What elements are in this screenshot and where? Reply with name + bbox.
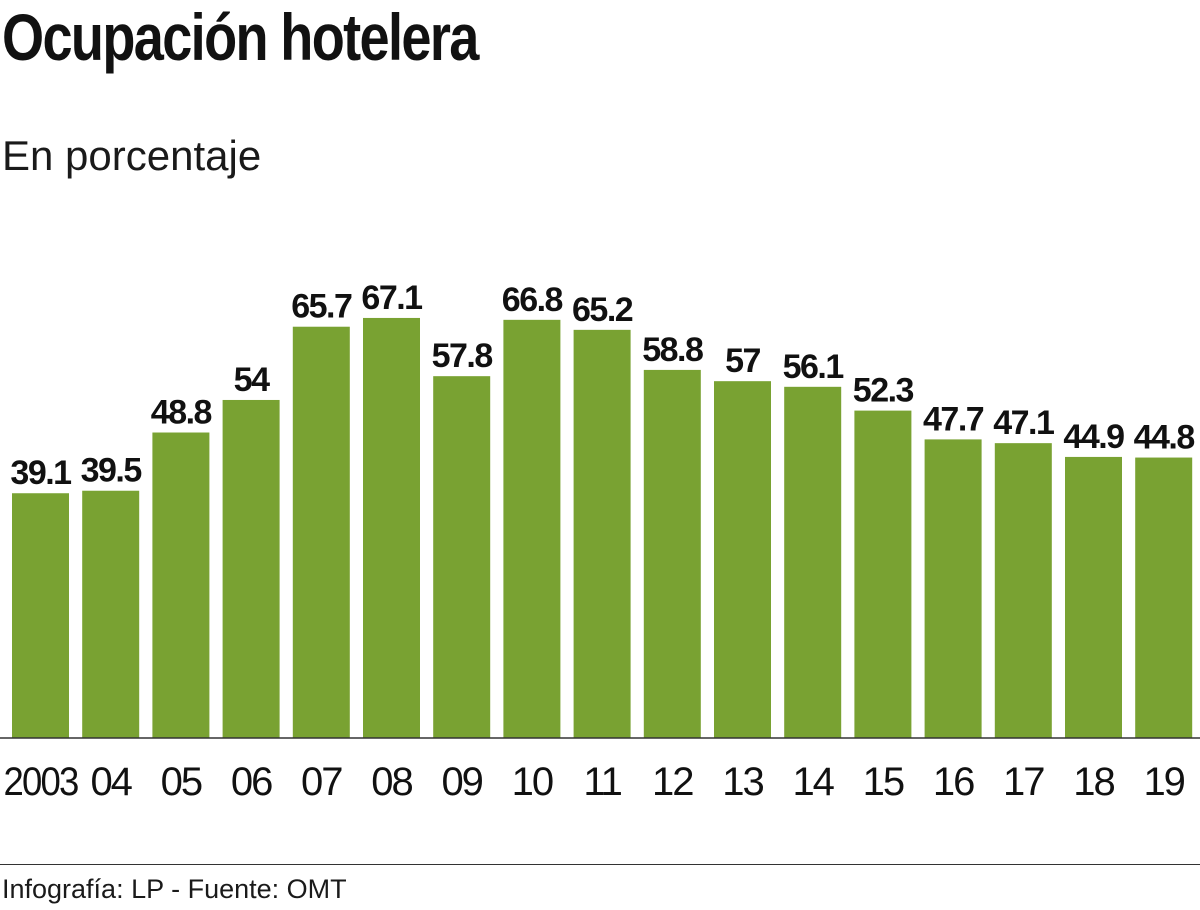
source-note: Infografía: LP - Fuente: OMT [2, 874, 347, 904]
bar-08 [363, 317, 420, 738]
value-label-19: 44.8 [1134, 419, 1195, 457]
chart-subtitle: En porcentaje [2, 132, 262, 179]
value-label-17: 47.1 [993, 404, 1054, 442]
bar-19 [1135, 457, 1193, 738]
tick-label-2003: 2003 [4, 760, 79, 804]
value-label-04: 39.5 [81, 452, 142, 490]
tick-label-08: 08 [371, 760, 412, 804]
value-label-05: 48.8 [151, 394, 212, 432]
tick-label-15: 15 [863, 760, 904, 804]
value-label-08: 67.1 [361, 279, 422, 317]
value-label-18: 44.9 [1063, 418, 1124, 456]
tick-label-06: 06 [231, 760, 272, 804]
bar-10 [503, 319, 561, 738]
value-label-10: 66.8 [502, 281, 563, 319]
tick-label-05: 05 [161, 760, 202, 804]
tick-label-07: 07 [301, 760, 342, 804]
bar-05 [152, 432, 210, 738]
value-label-14: 56.1 [783, 348, 844, 386]
bar-18 [1065, 456, 1122, 738]
tick-label-19: 19 [1143, 760, 1184, 804]
value-label-09: 57.8 [432, 337, 493, 375]
bar-13 [714, 381, 771, 738]
tick-label-18: 18 [1073, 760, 1114, 804]
bar-06 [222, 399, 280, 738]
bar-12 [643, 369, 701, 738]
footer-divider [0, 864, 1200, 865]
tick-label-11: 11 [583, 760, 621, 804]
tick-label-14: 14 [792, 760, 834, 804]
bar-09 [433, 376, 491, 738]
tick-label-09: 09 [441, 760, 482, 804]
bar-15 [854, 410, 912, 738]
value-labels-group: 39.1 39.548.8 54 65.7 67.1 57.866.8 65.258.8 57… [10, 279, 1195, 492]
value-label-13: 57 [725, 342, 760, 380]
x-tick-labels-group: 2003 04 05 06 07 08 09 10 11 12 13 14 15 16 17 18 19 [4, 760, 1187, 804]
bar-2003 [12, 493, 69, 738]
bars-group [12, 317, 1193, 738]
value-label-12: 58.8 [642, 331, 703, 369]
bar-16 [924, 439, 982, 738]
value-label-07: 65.7 [291, 288, 352, 326]
tick-label-10: 10 [512, 760, 553, 804]
value-label-11: 65.2 [572, 291, 633, 329]
bar-11 [573, 329, 631, 738]
value-label-16: 47.7 [923, 400, 984, 438]
bar-07 [292, 326, 350, 738]
value-label-06: 54 [234, 361, 270, 399]
tick-label-12: 12 [652, 760, 693, 804]
value-label-15: 52.3 [853, 372, 914, 410]
bar-chart: 39.1 39.548.8 54 65.7 67.1 57.866.8 65.258.8 57… [0, 279, 1200, 804]
bar-14 [784, 386, 842, 738]
tick-label-04: 04 [90, 760, 132, 804]
tick-label-17: 17 [1003, 760, 1044, 804]
value-label-2003: 39.1 [10, 454, 71, 492]
tick-label-16: 16 [933, 760, 974, 804]
bar-04 [82, 490, 140, 738]
tick-label-13: 13 [722, 760, 763, 804]
chart-title: Ocupación hotelera [2, 0, 479, 74]
bar-17 [994, 443, 1052, 738]
